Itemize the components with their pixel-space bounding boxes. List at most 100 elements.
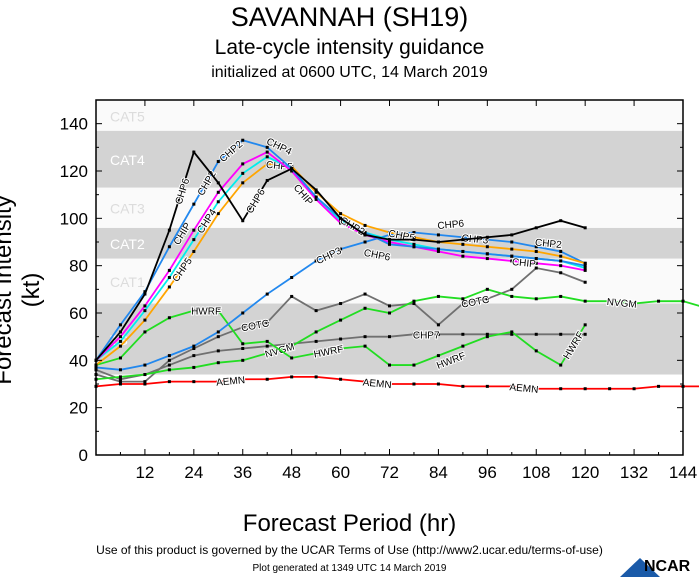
data-point bbox=[363, 335, 367, 339]
series-label: HWRF bbox=[191, 307, 221, 318]
data-point bbox=[118, 380, 122, 384]
y-tick-label: 40 bbox=[69, 351, 88, 370]
data-point bbox=[265, 339, 269, 343]
series-line bbox=[95, 288, 699, 381]
data-point bbox=[192, 249, 196, 253]
data-point bbox=[314, 197, 318, 201]
data-point bbox=[436, 382, 440, 386]
data-point bbox=[461, 384, 465, 388]
data-point bbox=[534, 297, 538, 301]
data-point bbox=[143, 382, 147, 386]
data-point bbox=[485, 257, 489, 261]
data-point bbox=[485, 238, 489, 242]
series-label: AEMN bbox=[216, 375, 246, 389]
band-ts bbox=[96, 303, 683, 375]
data-point bbox=[534, 266, 538, 270]
x-tick-label: 12 bbox=[135, 463, 154, 482]
data-point bbox=[632, 302, 636, 306]
data-point bbox=[461, 254, 465, 258]
series-label: NVGM bbox=[606, 297, 637, 311]
data-point bbox=[534, 226, 538, 230]
data-point bbox=[167, 316, 171, 320]
data-point bbox=[339, 219, 343, 223]
data-point bbox=[388, 311, 391, 315]
data-point bbox=[265, 155, 269, 159]
chart-title: SAVANNAH (SH19) bbox=[230, 2, 469, 32]
data-point bbox=[216, 309, 220, 313]
data-point bbox=[534, 261, 538, 265]
data-point bbox=[167, 380, 171, 384]
data-point bbox=[510, 332, 514, 336]
data-point bbox=[216, 361, 220, 365]
data-point bbox=[167, 276, 171, 279]
data-point bbox=[583, 332, 587, 336]
y-tick-label: 20 bbox=[69, 399, 88, 418]
data-point bbox=[143, 330, 147, 334]
data-point bbox=[608, 299, 612, 303]
data-point bbox=[265, 351, 269, 355]
data-point bbox=[412, 332, 416, 336]
data-point bbox=[143, 292, 147, 296]
data-point bbox=[241, 171, 245, 175]
data-point bbox=[314, 190, 318, 194]
data-point bbox=[534, 332, 538, 336]
data-point bbox=[339, 347, 343, 350]
data-point bbox=[485, 287, 489, 291]
data-point bbox=[192, 202, 196, 206]
data-point bbox=[192, 354, 196, 358]
y-tick-label: 100 bbox=[60, 209, 88, 228]
data-point bbox=[412, 231, 416, 235]
data-point bbox=[363, 240, 367, 244]
band-label: CAT4 bbox=[110, 152, 145, 168]
data-point bbox=[167, 245, 171, 249]
data-point bbox=[241, 325, 245, 329]
data-point bbox=[583, 268, 587, 272]
x-axis-label: Forecast Period (hr) bbox=[242, 510, 457, 537]
data-point bbox=[265, 162, 269, 166]
data-point bbox=[290, 169, 294, 173]
data-point bbox=[192, 347, 196, 350]
data-point bbox=[412, 299, 416, 303]
data-point bbox=[388, 238, 391, 242]
data-point bbox=[388, 304, 391, 308]
data-point bbox=[167, 285, 171, 289]
x-tick-label: 144 bbox=[669, 463, 697, 482]
data-point bbox=[436, 249, 440, 253]
data-point bbox=[436, 240, 440, 244]
series-label: CHIP bbox=[511, 257, 536, 270]
data-point bbox=[388, 382, 391, 386]
data-point bbox=[461, 249, 465, 253]
x-tick-label: 36 bbox=[233, 463, 252, 482]
data-point bbox=[118, 339, 122, 343]
data-point bbox=[510, 233, 514, 237]
x-tick-label: 48 bbox=[282, 463, 301, 482]
data-point bbox=[485, 384, 489, 388]
series-label: AEMN bbox=[362, 377, 392, 391]
data-point bbox=[363, 380, 367, 384]
x-tick-label: 132 bbox=[620, 463, 648, 482]
data-point bbox=[216, 190, 220, 194]
data-point bbox=[388, 233, 391, 237]
data-point bbox=[510, 247, 514, 251]
data-point bbox=[534, 387, 538, 391]
data-point bbox=[388, 242, 391, 246]
data-point bbox=[436, 354, 440, 358]
data-point bbox=[657, 384, 661, 388]
data-point bbox=[485, 245, 489, 249]
chart-subtitle: Late-cycle intensity guidance bbox=[214, 36, 485, 59]
data-point bbox=[216, 380, 220, 384]
data-point bbox=[485, 297, 489, 301]
data-point bbox=[583, 226, 587, 230]
series-label: CHP2 bbox=[535, 237, 563, 251]
data-point bbox=[559, 294, 563, 298]
data-point bbox=[241, 219, 245, 223]
data-point bbox=[412, 242, 416, 246]
data-point bbox=[510, 254, 514, 258]
data-point bbox=[388, 240, 391, 244]
data-point bbox=[167, 368, 171, 372]
data-point bbox=[559, 264, 563, 268]
data-point bbox=[167, 354, 171, 358]
data-point bbox=[167, 358, 171, 362]
data-point bbox=[241, 347, 245, 350]
data-point bbox=[143, 304, 147, 308]
